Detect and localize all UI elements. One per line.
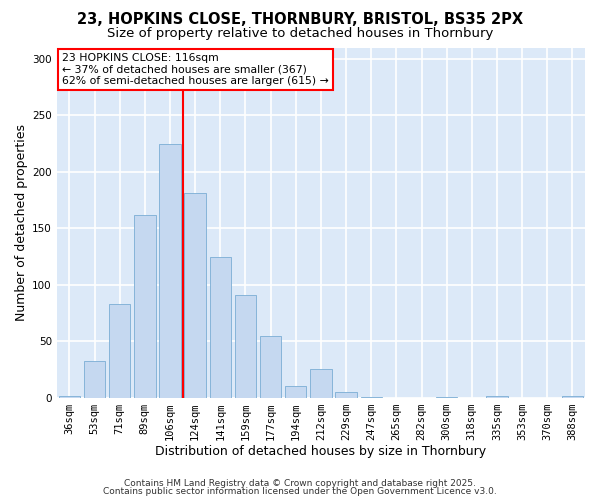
Bar (209, 256, 231, 398)
Bar (59, 396, 80, 398)
Bar (436, 397, 457, 398)
Text: 23 HOPKINS CLOSE: 116sqm
← 37% of detached houses are smaller (367)
62% of semi-: 23 HOPKINS CLOSE: 116sqm ← 37% of detach… (62, 53, 329, 86)
Text: Size of property relative to detached houses in Thornbury: Size of property relative to detached ho… (107, 28, 493, 40)
Bar (562, 396, 583, 398)
Text: Contains HM Land Registry data © Crown copyright and database right 2025.: Contains HM Land Registry data © Crown c… (124, 478, 476, 488)
Text: 23, HOPKINS CLOSE, THORNBURY, BRISTOL, BS35 2PX: 23, HOPKINS CLOSE, THORNBURY, BRISTOL, B… (77, 12, 523, 28)
Bar (260, 336, 281, 398)
Bar (84, 360, 105, 398)
Text: Contains public sector information licensed under the Open Government Licence v3: Contains public sector information licen… (103, 487, 497, 496)
Bar (310, 368, 332, 398)
Bar (285, 386, 307, 398)
Bar (134, 215, 155, 398)
Bar (335, 392, 357, 398)
Bar (486, 396, 508, 398)
Bar (361, 397, 382, 398)
Y-axis label: Number of detached properties: Number of detached properties (15, 124, 28, 321)
X-axis label: Distribution of detached houses by size in Thornbury: Distribution of detached houses by size … (155, 444, 487, 458)
Bar (235, 295, 256, 398)
Bar (109, 304, 130, 398)
Bar (159, 144, 181, 398)
Bar (184, 194, 206, 398)
